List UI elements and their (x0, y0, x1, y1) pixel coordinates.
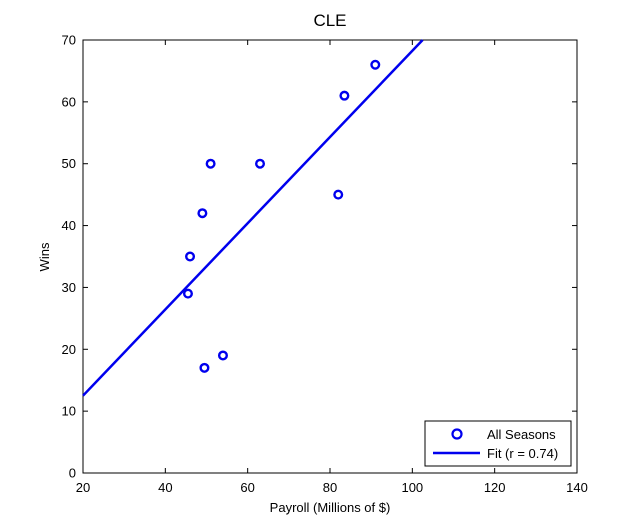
y-axis: 0 10 20 30 40 50 60 70 (62, 33, 577, 481)
legend-marker-icon (451, 428, 463, 440)
scatter-point (199, 362, 210, 373)
legend-label-fit: Fit (r = 0.74) (487, 446, 558, 461)
plot-area (82, 39, 424, 397)
plot-frame (82, 39, 578, 474)
legend: All Seasons Fit (r = 0.74) (424, 420, 572, 467)
legend-label-scatter: All Seasons (487, 427, 556, 442)
scatter-point (197, 208, 208, 219)
x-tick-label: 140 (566, 480, 588, 495)
scatter-point (339, 90, 350, 101)
x-tick-label: 120 (484, 480, 506, 495)
y-tick-label: 60 (62, 94, 76, 109)
x-axis: 20 40 60 80 100 120 140 (76, 40, 588, 495)
scatter-point (333, 189, 344, 200)
scatter-point (217, 350, 228, 361)
fit-line (82, 39, 424, 397)
y-tick-label: 30 (62, 280, 76, 295)
x-tick-label: 40 (158, 480, 172, 495)
scatter-point (185, 251, 196, 262)
y-axis-label: Wins (37, 242, 52, 271)
legend-box (424, 420, 572, 467)
y-tick-label: 10 (62, 404, 76, 419)
y-tick-label: 70 (62, 33, 76, 48)
x-tick-label: 20 (76, 480, 90, 495)
y-tick-label: 0 (69, 466, 76, 481)
scatter-point (182, 288, 193, 299)
chart-title: CLE (313, 11, 346, 30)
y-tick-label: 20 (62, 342, 76, 357)
scatter-point (205, 158, 216, 169)
x-tick-label: 60 (240, 480, 254, 495)
x-tick-label: 100 (401, 480, 423, 495)
scatter-point (255, 158, 266, 169)
scatter-point (370, 59, 381, 70)
y-tick-label: 40 (62, 218, 76, 233)
x-tick-label: 80 (323, 480, 337, 495)
x-axis-label: Payroll (Millions of $) (270, 500, 391, 515)
y-tick-label: 50 (62, 156, 76, 171)
